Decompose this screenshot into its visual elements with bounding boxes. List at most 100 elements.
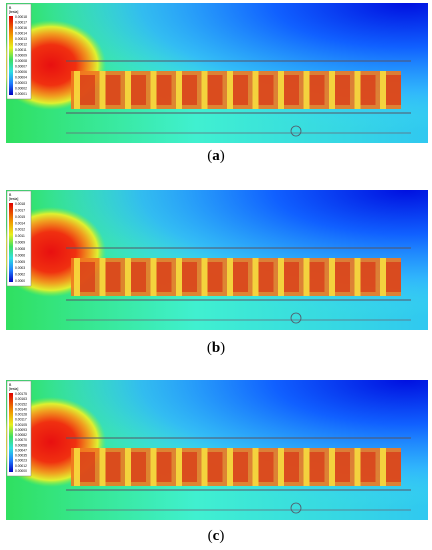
core-cell: [360, 452, 376, 482]
caption-letter: a: [212, 148, 220, 164]
colorbar: [9, 16, 13, 95]
legend-value: 0.00163: [15, 397, 27, 401]
core-gap: [99, 258, 106, 296]
core-cell: [360, 262, 376, 292]
legend-value: 0.00035: [15, 454, 27, 458]
core-gap: [303, 448, 310, 486]
legend-value: 0.00013: [15, 37, 27, 41]
core-cell: [105, 262, 121, 292]
core-cell: [80, 75, 95, 105]
legend-unit: [tesla]: [9, 197, 18, 201]
core-cell: [207, 452, 223, 482]
legend-value: 0.0011: [15, 234, 25, 238]
legend-value: 0.0014: [15, 221, 25, 225]
plot-svg: B[tesla]0.0018 0.0017 0.0015 0.0014 0.0012 0.…: [0, 190, 428, 330]
core-gap: [380, 258, 386, 296]
probe: [290, 125, 302, 137]
core-gap: [227, 448, 233, 486]
legend-value: 0.00070: [15, 438, 27, 442]
legend-value: 0.00016: [15, 26, 27, 30]
core-cell: [156, 262, 172, 292]
core-cell: [80, 262, 95, 292]
caption-paren: ): [219, 148, 225, 164]
legend-value: 0.00018: [15, 15, 27, 19]
legend-value: 0.00017: [15, 21, 27, 25]
field-plot: B [tesla] 0.00175 0.00163 0.00152 0.00140 0.00…: [0, 380, 428, 520]
legend-value: 0.00004: [15, 76, 27, 80]
core-cell: [182, 75, 197, 105]
core-gap: [227, 258, 233, 296]
caption: (a): [0, 148, 432, 165]
core-gap: [176, 71, 182, 109]
plot-svg: B[tesla]0.000180.000170.000160.000140.00…: [0, 3, 428, 143]
legend-value: 0.00152: [15, 402, 27, 406]
core-gap: [125, 71, 131, 109]
core-cell: [131, 75, 146, 105]
legend-value: 0.00117: [15, 418, 27, 422]
legend-value: 0.00047: [15, 448, 27, 452]
core-cell: [258, 262, 274, 292]
legend-value: 0.0002: [15, 273, 25, 277]
legend-value: 0.0015: [15, 215, 25, 219]
legend-value: 0.0003: [15, 266, 25, 270]
core-gap: [380, 448, 386, 486]
core-gap: [125, 258, 131, 296]
legend-value: 0.00175: [15, 392, 27, 396]
caption: (b): [0, 340, 432, 357]
legend-value: 0.00082: [15, 433, 27, 437]
core-cell: [233, 262, 248, 292]
caption: (c): [0, 528, 432, 545]
core-gap: [354, 258, 361, 296]
core-cell: [335, 262, 350, 292]
core-cell: [386, 452, 401, 482]
legend-value: 0.00008: [15, 59, 27, 63]
core-gap: [278, 71, 284, 109]
core-gap: [99, 448, 106, 486]
core-gap: [74, 71, 80, 109]
core-gap: [252, 448, 259, 486]
core-gap: [252, 258, 259, 296]
field-plot: B [tesla] 0.0018 0.0017 0.0015 0.0014 0.0012 0.…: [0, 190, 428, 330]
legend-value: 0.00140: [15, 407, 27, 411]
core-cell: [182, 452, 197, 482]
core-gap: [278, 448, 284, 486]
legend-value: 0.00012: [15, 464, 27, 468]
core-cell: [258, 452, 274, 482]
legend-value: 0.0000: [15, 279, 25, 283]
field-plot: B [tesla] 0.00018 0.00017 0.00016 0.00014 0.00…: [0, 3, 428, 143]
legend-value: 0.0006: [15, 253, 25, 257]
core-cell: [309, 75, 325, 105]
legend-title: B: [9, 6, 12, 10]
core-cell: [207, 75, 223, 105]
legend-value: 0.0017: [15, 208, 25, 212]
core-gap: [380, 71, 386, 109]
core-gap: [303, 71, 310, 109]
legend-value: 0.00002: [15, 87, 27, 91]
core-cell: [284, 262, 299, 292]
legend-value: 0.00009: [15, 54, 27, 58]
core-cell: [386, 262, 401, 292]
core-gap: [252, 71, 259, 109]
core-cell: [233, 75, 248, 105]
legend-value: 0.0018: [15, 202, 25, 206]
core-cell: [207, 262, 223, 292]
legend-value: 0.0005: [15, 260, 25, 264]
legend-value: 0.00011: [15, 48, 27, 52]
core-gap: [329, 258, 335, 296]
legend-title: B: [9, 193, 12, 197]
legend-value: 0.00014: [15, 32, 27, 36]
legend-value: 0.0009: [15, 241, 25, 245]
core-gap: [125, 448, 131, 486]
core-gap: [303, 258, 310, 296]
core-gap: [99, 71, 106, 109]
core-gap: [354, 448, 361, 486]
legend-value: 0.00007: [15, 65, 27, 69]
core-gap: [176, 258, 182, 296]
core-cell: [131, 262, 146, 292]
caption-paren: (: [207, 148, 213, 164]
caption-paren: ): [220, 340, 226, 356]
legend-value: 0.00128: [15, 413, 27, 417]
core-cell: [182, 262, 197, 292]
